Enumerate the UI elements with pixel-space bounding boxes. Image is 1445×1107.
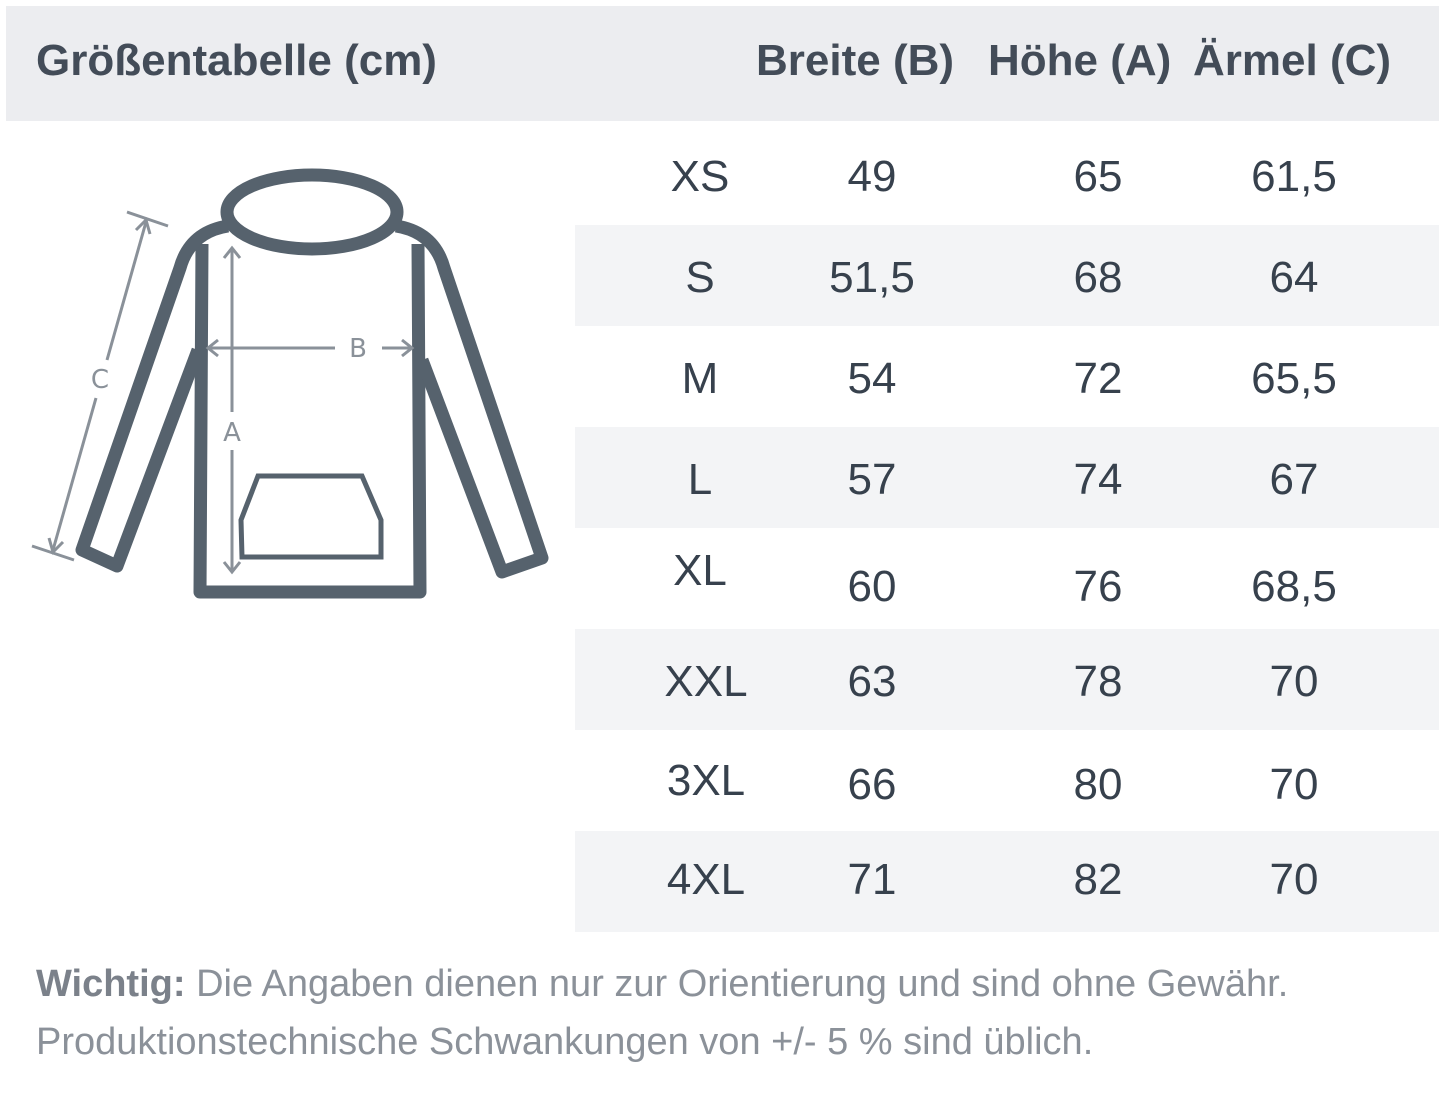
- size-cell: XXL: [664, 657, 748, 706]
- column-header-aermel: Ärmel (C): [1193, 36, 1392, 85]
- aermel-cell: 70: [1269, 657, 1319, 706]
- breite-cell: 49: [847, 152, 897, 201]
- hoehe-cell: 72: [1073, 354, 1123, 403]
- hoehe-cell: 78: [1073, 657, 1123, 706]
- aermel-cell: 61,5: [1251, 152, 1337, 201]
- aermel-cell: 65,5: [1251, 354, 1337, 403]
- size-cell: L: [687, 455, 713, 504]
- table-header: Größentabelle (cm) Breite (B) Höhe (A) Ä…: [6, 6, 1439, 121]
- size-cell: XL: [673, 546, 727, 595]
- breite-cell: 57: [847, 455, 897, 504]
- hoehe-cell: 80: [1073, 760, 1123, 809]
- size-cell: S: [685, 253, 715, 302]
- diagram-label-a: A: [223, 418, 241, 448]
- aermel-cell: 64: [1269, 253, 1319, 302]
- disclaimer-line-1: Wichtig: Die Angaben dienen nur zur Orie…: [36, 955, 1288, 1013]
- table-row: 3XL 66 80 70: [575, 730, 1439, 831]
- disclaimer-text-2: Produktionstechnische Schwankungen von +…: [36, 1021, 1094, 1063]
- size-cell: 3XL: [666, 756, 746, 805]
- aermel-cell: 70: [1269, 760, 1319, 809]
- hoehe-cell: 76: [1073, 562, 1123, 611]
- disclaimer-note: Wichtig: Die Angaben dienen nur zur Orie…: [36, 955, 1288, 1071]
- disclaimer-text-1: Die Angaben dienen nur zur Orientierung …: [185, 963, 1289, 1005]
- breite-cell: 54: [847, 354, 897, 403]
- hoehe-cell: 68: [1073, 253, 1123, 302]
- page-title: Größentabelle (cm): [36, 36, 437, 85]
- breite-cell: 66: [847, 760, 897, 809]
- table-row: L 57 74 67: [575, 427, 1439, 528]
- aermel-cell: 70: [1269, 855, 1319, 904]
- breite-cell: 71: [847, 855, 897, 904]
- table-row: XS 49 65 61,5: [575, 124, 1439, 225]
- hoehe-cell: 65: [1073, 152, 1123, 201]
- hoehe-cell: 74: [1073, 455, 1123, 504]
- size-cell: XS: [670, 152, 730, 201]
- diagram-label-c: C: [91, 365, 109, 395]
- table-row: S 51,5 68 64: [575, 225, 1439, 326]
- hoodie-measurement-icon: B A C: [20, 160, 560, 620]
- table-row: XL 60 76 68,5: [575, 528, 1439, 629]
- size-cell: 4XL: [666, 855, 746, 904]
- size-cell: M: [681, 354, 719, 403]
- aermel-cell: 68,5: [1251, 562, 1337, 611]
- table-row: 4XL 71 82 70: [575, 831, 1439, 932]
- breite-cell: 63: [847, 657, 897, 706]
- disclaimer-label: Wichtig:: [36, 963, 186, 1005]
- table-row: XXL 63 78 70: [575, 629, 1439, 730]
- column-header-breite: Breite (B): [756, 36, 955, 85]
- diagram-label-b: B: [349, 334, 367, 364]
- table-row: M 54 72 65,5: [575, 326, 1439, 427]
- column-header-hoehe: Höhe (A): [988, 36, 1172, 85]
- hoehe-cell: 82: [1073, 855, 1123, 904]
- aermel-cell: 67: [1269, 455, 1319, 504]
- breite-cell: 60: [847, 562, 897, 611]
- breite-cell: 51,5: [829, 253, 915, 302]
